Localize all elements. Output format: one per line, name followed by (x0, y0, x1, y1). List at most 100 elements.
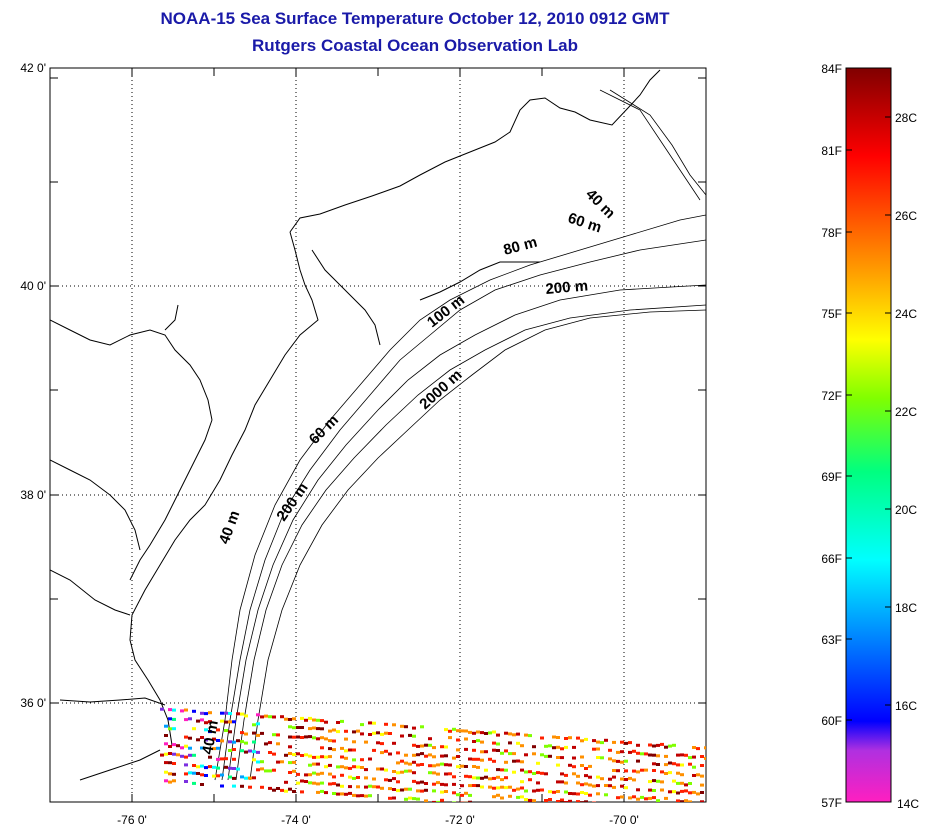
sst-pixel (556, 790, 560, 793)
sst-pixel (544, 772, 548, 776)
sst-pixel (468, 730, 472, 734)
sst-pixel (580, 764, 584, 767)
sst-pixel (292, 760, 296, 764)
sst-pixel (596, 792, 600, 796)
sst-pixel (412, 753, 416, 757)
sst-pixel (512, 759, 516, 763)
sst-pixel (460, 729, 464, 733)
sst-pixel (260, 767, 264, 771)
sst-pixel (528, 778, 532, 782)
sst-pixel (524, 789, 528, 793)
sst-pixel (388, 778, 392, 782)
sst-pixel (488, 757, 492, 761)
sst-pixel (452, 782, 456, 786)
sst-pixel (280, 760, 284, 764)
sst-pixel (416, 797, 420, 801)
sst-pixel (304, 773, 308, 777)
sst-pixel (172, 779, 176, 783)
sst-pixel (476, 765, 480, 769)
sst-pixel (472, 765, 476, 768)
sst-pixel (480, 750, 484, 754)
sst-pixel (548, 798, 552, 801)
sst-pixel (524, 770, 528, 774)
sst-pixel (212, 765, 216, 769)
contour-label: 40 m (199, 719, 222, 756)
sst-pixel (524, 798, 528, 801)
sst-pixel (332, 728, 336, 732)
sst-pixel (232, 757, 236, 761)
sst-pixel (456, 738, 460, 742)
sst-pixel (632, 778, 636, 782)
sst-pixel (232, 784, 236, 788)
sst-pixel (432, 755, 436, 759)
sst-pixel (184, 780, 188, 783)
sst-pixel (320, 781, 324, 785)
sst-pixel (612, 769, 616, 772)
sst-pixel (200, 783, 204, 786)
sst-pixel (692, 755, 696, 759)
sst-pixel (396, 761, 400, 765)
cb-f-label: 72F (821, 389, 842, 403)
sst-pixel (168, 761, 172, 765)
sst-pixel (200, 764, 204, 768)
sst-pixel (700, 755, 704, 758)
sst-pixel (272, 733, 276, 737)
sst-pixel (320, 736, 324, 740)
sst-pixel (228, 712, 232, 715)
sst-pixel (468, 793, 472, 797)
sst-pixel (676, 799, 680, 802)
sst-pixel (252, 740, 256, 744)
sst-pixel (200, 718, 204, 722)
sst-pixel (432, 764, 436, 768)
sst-pixel (192, 727, 196, 731)
sst-pixel (288, 771, 292, 774)
sst-pixel (600, 741, 604, 745)
sst-pixel (312, 781, 316, 785)
sst-pixel (596, 775, 600, 779)
sst-pixel (356, 794, 360, 798)
sst-pixel (624, 786, 628, 790)
sst-pixel (216, 739, 220, 742)
sst-pixel (352, 730, 356, 734)
sst-pixel (496, 749, 500, 752)
sst-pixel (652, 753, 656, 757)
sst-pixel (384, 731, 388, 735)
sst-pixel (224, 729, 228, 732)
sst-pixel (164, 779, 168, 783)
sst-pixel (300, 790, 304, 794)
sst-pixel (656, 799, 660, 802)
sst-pixel (676, 817, 680, 820)
sst-pixel (468, 775, 472, 779)
sst-pixel (312, 718, 316, 722)
sst-pixel (444, 754, 448, 758)
sst-pixel (408, 762, 412, 766)
sst-pixel (556, 800, 560, 802)
sst-pixel (360, 723, 364, 727)
sst-pixel (328, 739, 332, 743)
sst-pixel (252, 750, 256, 754)
sst-pixel (344, 737, 348, 741)
sst-pixel (340, 755, 344, 759)
sst-pixel (292, 726, 296, 730)
sst-pixel (356, 729, 360, 733)
sst-pixel (308, 735, 312, 739)
sst-pixel (300, 754, 304, 757)
sst-pixel (476, 784, 480, 788)
sst-pixel (492, 748, 496, 752)
sst-pixel (336, 721, 340, 724)
sst-pixel (636, 743, 640, 747)
sst-pixel (308, 754, 312, 758)
sst-pixel (320, 719, 324, 723)
sst-pixel (216, 746, 220, 750)
sst-pixel (208, 755, 212, 759)
sst-pixel (432, 771, 436, 775)
sst-pixel (676, 808, 680, 811)
sst-pixel (424, 799, 428, 802)
sst-pixel (612, 740, 616, 744)
sst-pixel (396, 771, 400, 775)
sst-pixel (560, 810, 564, 813)
sst-pixel (264, 769, 268, 773)
sst-pixel (416, 781, 420, 785)
sst-pixel (448, 763, 452, 767)
sst-pixel (208, 765, 212, 769)
